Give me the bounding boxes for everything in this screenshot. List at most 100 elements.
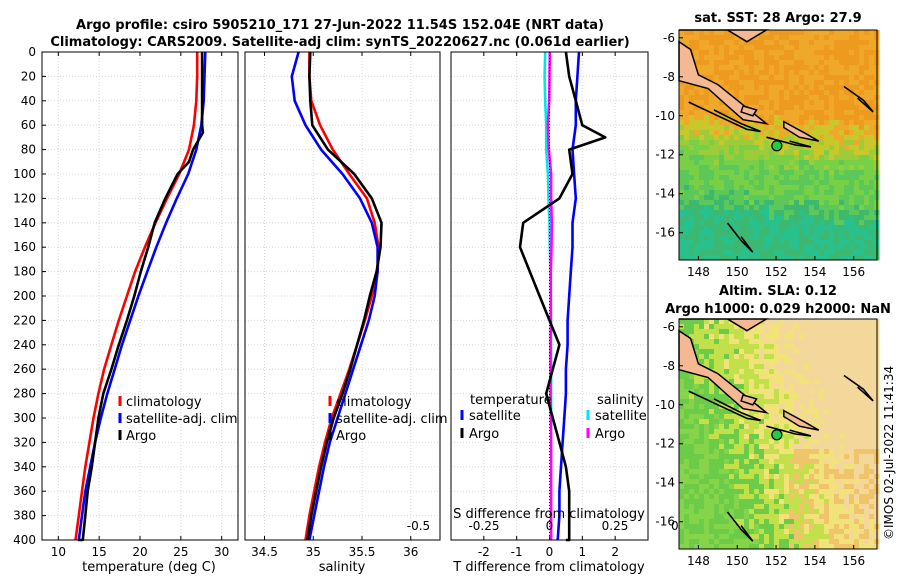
- map-cell: [864, 250, 870, 256]
- x-tick-label: 0: [546, 545, 554, 559]
- map-cell: [729, 424, 735, 430]
- map-cell: [774, 324, 780, 330]
- map-cell: [859, 185, 865, 191]
- map-cell: [734, 514, 740, 520]
- map-cell: [709, 60, 715, 66]
- map-cell: [764, 519, 770, 525]
- map-cell: [679, 404, 685, 410]
- map-cell: [759, 429, 765, 435]
- map-cell: [819, 110, 825, 116]
- map-cell: [719, 439, 725, 445]
- map-cell: [749, 255, 755, 261]
- map-cell: [834, 170, 840, 176]
- map-cell: [764, 40, 770, 46]
- map-cell: [819, 479, 825, 485]
- map-cell: [839, 484, 845, 490]
- map-cell: [834, 524, 840, 530]
- map-cell: [804, 180, 810, 186]
- map-cell: [839, 479, 845, 485]
- map-cell: [859, 434, 865, 440]
- map-cell: [794, 80, 800, 86]
- map-cell: [794, 374, 800, 380]
- map-cell: [704, 145, 710, 151]
- map-cell: [694, 469, 700, 475]
- map-cell: [779, 474, 785, 480]
- map-cell: [794, 324, 800, 330]
- map-cell: [804, 200, 810, 206]
- map-cell: [859, 544, 865, 550]
- map-cell: [774, 130, 780, 136]
- map-cell: [729, 429, 735, 435]
- map-cell: [739, 145, 745, 151]
- map-cell: [784, 489, 790, 495]
- map-cell: [769, 374, 775, 380]
- sla-map-title1: Altim. SLA: 0.12: [719, 284, 837, 299]
- map-cell: [764, 449, 770, 455]
- map-cell: [779, 200, 785, 206]
- map-cell: [744, 40, 750, 46]
- map-cell: [809, 115, 815, 121]
- map-cell: [689, 524, 695, 530]
- map-cell: [689, 409, 695, 415]
- map-cell: [864, 155, 870, 161]
- map-cell: [829, 255, 835, 261]
- map-cell: [704, 324, 710, 330]
- map-cell: [724, 230, 730, 236]
- map-cell: [849, 150, 855, 156]
- map-cell: [704, 494, 710, 500]
- map-cell: [724, 30, 730, 36]
- map-cell: [684, 424, 690, 430]
- map-cell: [694, 190, 700, 196]
- map-cell: [849, 75, 855, 81]
- map-cell: [694, 120, 700, 126]
- map-cell: [679, 474, 685, 480]
- map-cell: [764, 374, 770, 380]
- map-cell: [749, 364, 755, 370]
- map-cell: [844, 469, 850, 475]
- map-cell: [809, 215, 815, 221]
- map-cell: [834, 130, 840, 136]
- map-cell: [749, 409, 755, 415]
- map-cell: [799, 364, 805, 370]
- map-cell: [869, 374, 875, 380]
- map-cell: [714, 424, 720, 430]
- map-cell: [689, 30, 695, 36]
- map-cell: [844, 434, 850, 440]
- map-cell: [769, 414, 775, 420]
- map-cell: [694, 30, 700, 36]
- map-cell: [869, 75, 875, 81]
- map-cell: [794, 220, 800, 226]
- map-cell: [729, 40, 735, 46]
- map-cell: [709, 180, 715, 186]
- map-cell: [839, 135, 845, 141]
- map-cell: [724, 130, 730, 136]
- map-cell: [729, 80, 735, 86]
- map-cell: [789, 205, 795, 211]
- map-cell: [719, 150, 725, 156]
- map-cell: [799, 30, 805, 36]
- map-cell: [789, 454, 795, 460]
- map-cell: [864, 105, 870, 111]
- map-cell: [694, 474, 700, 480]
- map-cell: [869, 449, 875, 455]
- map-cell: [804, 185, 810, 191]
- map-cell: [689, 479, 695, 485]
- map-cell: [719, 105, 725, 111]
- map-cell: [749, 65, 755, 71]
- map-cell: [779, 329, 785, 335]
- map-cell: [744, 250, 750, 256]
- map-cell: [844, 110, 850, 116]
- map-cell: [739, 454, 745, 460]
- map-cell: [834, 30, 840, 36]
- map-cell: [814, 215, 820, 221]
- map-cell: [694, 140, 700, 146]
- map-cell: [689, 220, 695, 226]
- map-cell: [734, 484, 740, 490]
- map-cell: [719, 539, 725, 545]
- map-cell: [819, 429, 825, 435]
- map-cell: [844, 150, 850, 156]
- map-cell: [854, 115, 860, 121]
- map-cell: [704, 90, 710, 96]
- map-cell: [744, 240, 750, 246]
- map-cell: [839, 384, 845, 390]
